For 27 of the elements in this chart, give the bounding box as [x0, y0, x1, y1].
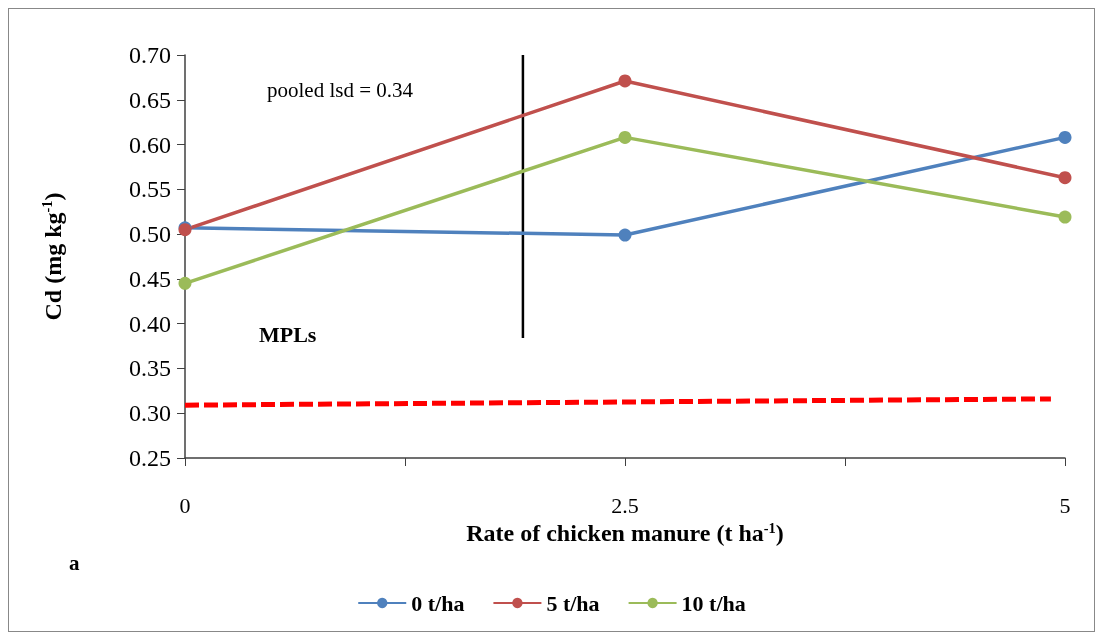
point	[1058, 130, 1072, 144]
y-tick-label: 0.65	[129, 86, 171, 113]
legend-label: 0 t/ha	[411, 590, 465, 616]
point	[1058, 171, 1072, 185]
legend-label: 10 t/ha	[681, 590, 746, 616]
text: MPLs	[258, 321, 317, 347]
text: a	[69, 550, 80, 575]
y-tick-label: 0.55	[129, 176, 171, 203]
y-tick-label: 0.35	[129, 355, 171, 382]
y-tick-label: 0.25	[129, 445, 171, 471]
x-tick-label: 5	[1059, 492, 1071, 518]
point	[618, 130, 632, 144]
x-tick-label: 0	[179, 492, 191, 518]
point	[618, 74, 632, 88]
y-tick-label: 0.45	[129, 265, 171, 292]
point	[618, 228, 632, 242]
point	[178, 276, 192, 290]
y-tick-label: 0.60	[129, 131, 171, 158]
y-tick-label: 0.70	[129, 42, 171, 68]
y-tick-label: 0.30	[129, 400, 171, 427]
x-tick-label: 2.5	[611, 492, 639, 518]
y-tick-label: 0.50	[129, 221, 171, 248]
legend-label: 5 t/ha	[546, 590, 600, 616]
annotation: pooled lsd = 0.34	[267, 77, 414, 102]
point	[1058, 210, 1072, 224]
y-axis-title: Cd (mg kg-1)	[39, 192, 66, 321]
y-tick-label: 0.40	[129, 310, 171, 337]
